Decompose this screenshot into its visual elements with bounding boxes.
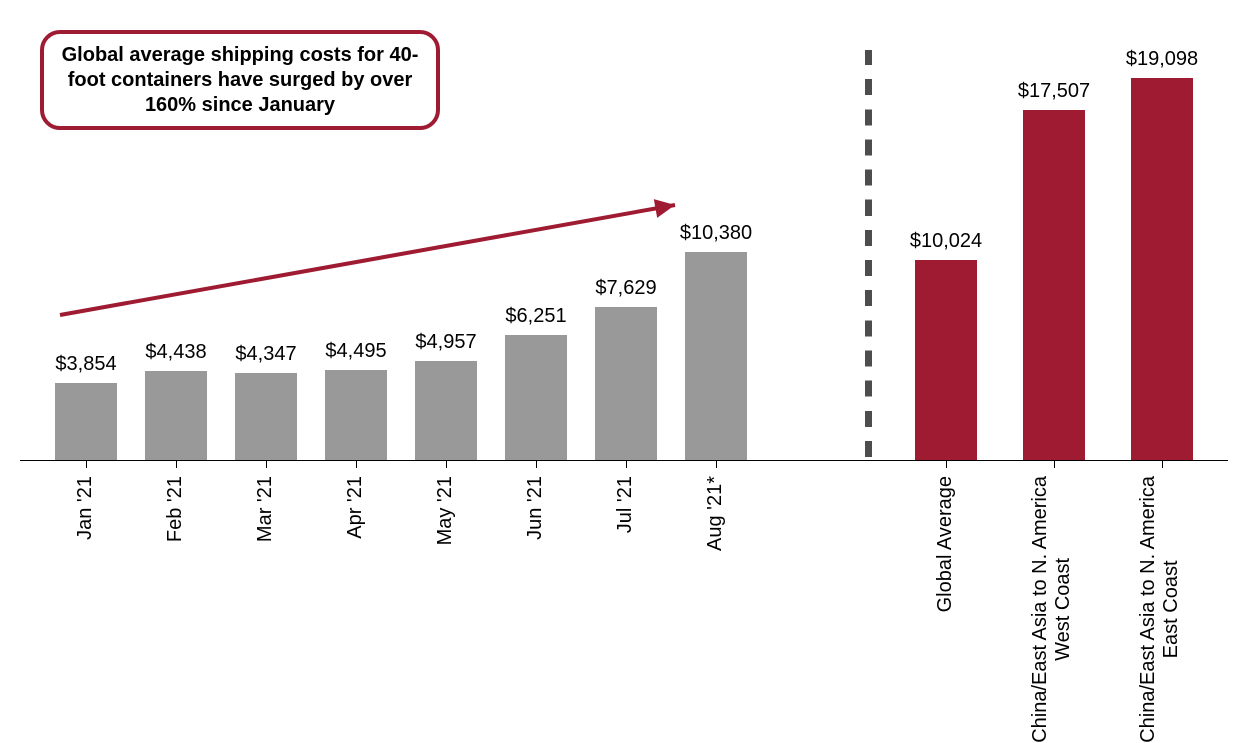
month-bar: [325, 370, 387, 460]
shipping-cost-chart: $3,854Jan '21$4,438Feb '21$4,347Mar '21$…: [0, 0, 1248, 734]
x-category-label: Mar '21: [254, 476, 277, 542]
x-category-label: China/East Asia to N. AmericaWest Coast: [1029, 476, 1075, 743]
x-tick: [1162, 460, 1163, 468]
month-bar: [145, 371, 207, 460]
x-tick: [946, 460, 947, 468]
x-axis: [20, 460, 1228, 461]
month-bar: [505, 335, 567, 460]
x-tick: [626, 460, 627, 468]
x-tick: [536, 460, 537, 468]
x-tick: [356, 460, 357, 468]
x-category-label: Jan '21: [74, 476, 97, 540]
x-category-label: Global Average: [934, 476, 957, 612]
callout-box: Global average shipping costs for 40-foo…: [40, 30, 440, 130]
month-bar: [55, 383, 117, 460]
x-tick: [1054, 460, 1055, 468]
x-category-label: Apr '21: [344, 476, 367, 539]
plot-area: $3,854Jan '21$4,438Feb '21$4,347Mar '21$…: [20, 20, 1228, 714]
x-category-label: Feb '21: [164, 476, 187, 542]
bar-value-label: $17,507: [994, 80, 1114, 103]
x-category-label: May '21: [434, 476, 457, 545]
bar-value-label: $10,024: [886, 230, 1006, 253]
summary-bar: [1131, 78, 1193, 460]
trend-arrow: [30, 175, 705, 345]
summary-bar: [915, 260, 977, 460]
month-bar: [415, 361, 477, 460]
month-bar: [235, 373, 297, 460]
bar-value-label: $19,098: [1102, 48, 1222, 71]
x-category-label: Jul '21: [614, 476, 637, 533]
x-tick: [86, 460, 87, 468]
x-tick: [266, 460, 267, 468]
x-category-label: Jun '21: [524, 476, 547, 540]
x-category-label: Aug '21*: [704, 476, 727, 551]
x-category-label: China/East Asia to N. AmericaEast Coast: [1137, 476, 1183, 743]
x-tick: [176, 460, 177, 468]
x-tick: [446, 460, 447, 468]
x-tick: [716, 460, 717, 468]
group-divider: [865, 50, 872, 460]
summary-bar: [1023, 110, 1085, 460]
